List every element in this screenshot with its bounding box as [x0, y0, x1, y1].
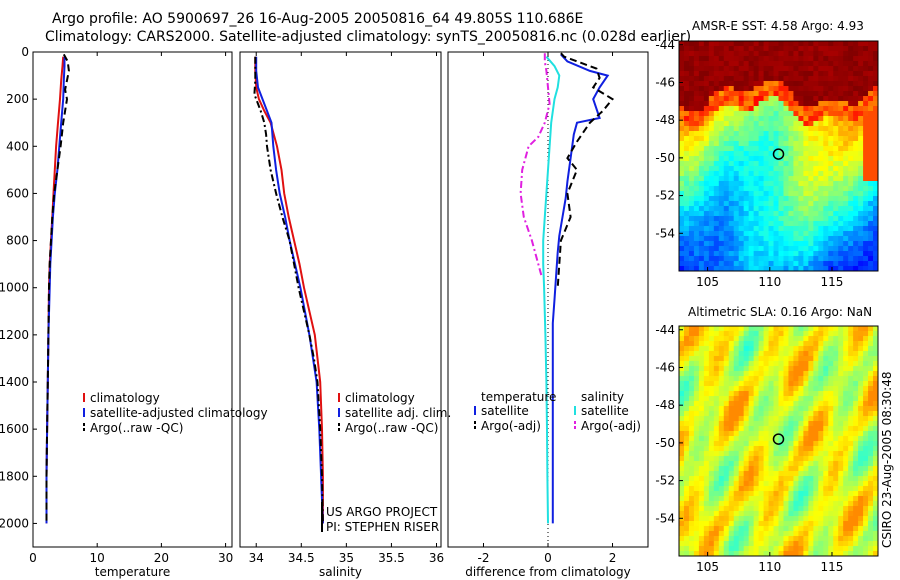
temperature-profile-ytick-label: 800 [6, 234, 29, 248]
sla-map-xtick-label: 110 [758, 560, 781, 574]
salinity-profile-xtick-label: 35 [339, 551, 354, 565]
diff-legend-label: Argo(-adj) [481, 419, 541, 433]
temperature-profile-xlabel: temperature [95, 565, 170, 579]
figure-title-line1: Argo profile: AO 5900697_26 16-Aug-2005 … [52, 11, 584, 27]
salinity-profile-series [254, 56, 324, 524]
difference-profile-series [551, 53, 610, 524]
difference-profile-series [519, 53, 551, 277]
sst-map-ytick-label: -48 [655, 113, 675, 127]
temperature-profile-ytick-label: 1000 [0, 281, 29, 295]
timestamp-caption: CSIRO 23-Aug-2005 08:30:48 [880, 371, 894, 548]
sst-map-ytick-label: -50 [655, 151, 675, 165]
diff-legend-label: Argo(-adj) [581, 419, 641, 433]
salinity-annotation: US ARGO PROJECT [326, 505, 438, 519]
salinity-profile-xtick-label: 35.5 [378, 551, 405, 565]
sst-map-xtick-label: 110 [758, 275, 781, 289]
salinity-legend-label: Argo(..raw -QC) [345, 421, 438, 435]
sla-map-xtick-label: 105 [696, 560, 719, 574]
salinity-legend-label: climatology [345, 391, 415, 405]
salinity-legend-label: satellite adj. clim. [345, 406, 451, 420]
salinity-profile-xlabel: salinity [319, 565, 362, 579]
salinity-profile-frame [239, 51, 442, 548]
sla-map-argo-marker [772, 433, 785, 445]
temperature-profile-ytick-label: 400 [6, 139, 29, 153]
diff-legend-group-title: temperature [481, 390, 556, 404]
sst-map-xtick-label: 105 [696, 275, 719, 289]
sla-map-ytick-label: -52 [655, 474, 675, 488]
sla-map-xtick-label: 115 [821, 560, 844, 574]
difference-profile-series [556, 52, 615, 288]
map1-title: AMSR-E SST: 4.58 Argo: 4.93 [692, 19, 864, 33]
temperature-profile-ytick-label: 1800 [0, 469, 29, 483]
difference-profile-series [542, 56, 561, 524]
difference-profile-xlabel: difference from climatology [465, 565, 631, 579]
salinity-annotation: PI: STEPHEN RISER [326, 520, 439, 534]
temperature-profile-series [45, 53, 70, 524]
diff-legend-label: satellite [581, 404, 629, 418]
sla-map-ytick-label: -48 [655, 398, 675, 412]
sst-map-argo-marker [772, 148, 785, 160]
sla-map-field [679, 326, 879, 557]
salinity-profile-xtick-label: 36 [429, 551, 444, 565]
salinity-profile-series [255, 56, 324, 524]
temperature-profile-xtick-label: 30 [218, 551, 233, 565]
sla-map-ytick-label: -44 [655, 323, 675, 337]
temperature-profile-ytick-label: 1600 [0, 422, 29, 436]
sst-map-ytick-label: -46 [655, 75, 675, 89]
temperature-legend-label: climatology [90, 391, 160, 405]
difference-profile-xtick-label: 2 [609, 551, 617, 565]
diff-legend-group-title: salinity [581, 390, 624, 404]
sst-map-ytick-label: -54 [655, 226, 675, 240]
sst-map-xtick-label: 115 [821, 275, 844, 289]
salinity-profile-xtick-label: 34.5 [288, 551, 315, 565]
sla-map-ytick-label: -50 [655, 436, 675, 450]
difference-profile-xtick-label: -2 [477, 551, 489, 565]
figure-title-line2: Climatology: CARS2000. Satellite-adjuste… [45, 29, 692, 45]
map2-title: Altimetric SLA: 0.16 Argo: NaN [688, 305, 873, 319]
sla-map-ytick-label: -54 [655, 511, 675, 525]
sla-map-frame [678, 325, 879, 557]
temperature-profile-frame [32, 51, 233, 548]
temperature-legend-label: Argo(..raw -QC) [90, 421, 183, 435]
temperature-profile-xtick-label: 0 [29, 551, 37, 565]
diff-legend-label: satellite [481, 404, 529, 418]
sst-map-frame [678, 40, 879, 272]
sst-map-field [679, 41, 879, 272]
salinity-profile-xtick-label: 34 [249, 551, 264, 565]
temperature-profile-xtick-label: 10 [90, 551, 105, 565]
temperature-profile-xtick-label: 20 [154, 551, 169, 565]
temperature-profile-ytick-label: 2000 [0, 516, 29, 530]
temperature-profile-ytick-label: 0 [21, 45, 29, 59]
temperature-legend-label: satellite-adjusted climatology [90, 406, 268, 420]
temperature-profile-ytick-label: 600 [6, 186, 29, 200]
sst-map-ytick-label: -52 [655, 189, 675, 203]
temperature-profile-ytick-label: 1200 [0, 328, 29, 342]
difference-profile-xtick-label: 0 [544, 551, 552, 565]
sla-map-ytick-label: -46 [655, 360, 675, 374]
sst-map-ytick-label: -44 [655, 38, 675, 52]
temperature-profile-ytick-label: 1400 [0, 375, 29, 389]
temperature-profile-ytick-label: 200 [6, 92, 29, 106]
